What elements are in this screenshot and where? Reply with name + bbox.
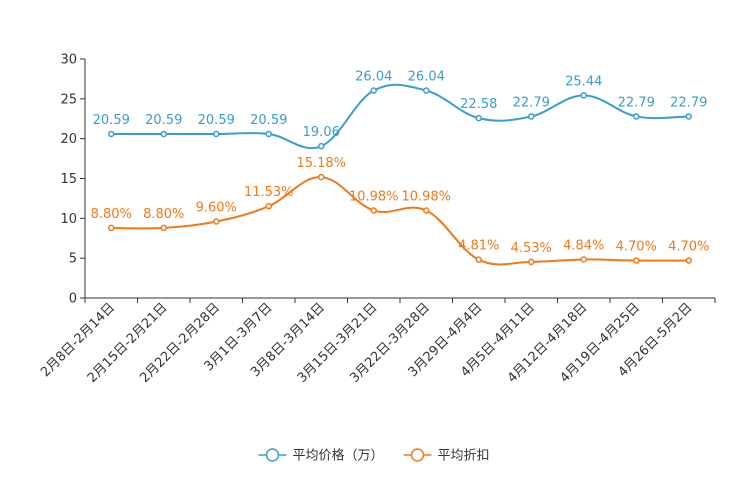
data-label: 22.79 <box>670 95 707 110</box>
data-label: 20.59 <box>198 113 235 128</box>
legend[interactable]: 平均价格（万） 平均折扣 <box>258 448 490 464</box>
data-label: 15.18% <box>296 156 346 171</box>
legend-item-1[interactable]: 平均折扣 <box>403 448 490 464</box>
legend-label: 平均折扣 <box>438 449 490 464</box>
legend-marker-icon <box>265 448 280 462</box>
data-label: 25.44 <box>565 74 602 89</box>
legend-marker-icon <box>410 448 425 462</box>
data-point <box>318 173 325 181</box>
data-point <box>318 142 325 150</box>
data-point <box>108 224 115 232</box>
legend-item-0[interactable]: 平均价格（万） <box>258 448 384 464</box>
data-point <box>370 207 377 214</box>
legend-label: 平均价格（万） <box>293 448 384 464</box>
y-tick-label: 20 <box>60 132 77 147</box>
data-point <box>528 113 535 120</box>
data-label: 4.84% <box>563 238 604 253</box>
y-tick-label: 15 <box>60 172 77 187</box>
data-point <box>633 113 640 120</box>
y-tick-label: 25 <box>60 92 77 107</box>
series-points <box>108 87 692 266</box>
y-tick-label: 10 <box>60 212 77 227</box>
data-label: 22.79 <box>618 95 655 110</box>
data-label: 26.04 <box>408 70 445 85</box>
y-tick-label: 0 <box>69 292 77 307</box>
data-point <box>685 257 692 264</box>
data-point <box>528 258 535 266</box>
data-point <box>685 113 692 120</box>
data-label: 20.59 <box>145 113 182 128</box>
data-point <box>213 218 220 225</box>
data-label: 8.80% <box>91 207 132 222</box>
data-point <box>475 114 482 122</box>
data-point <box>265 202 272 210</box>
data-label: 22.58 <box>460 97 497 112</box>
data-point <box>213 130 220 138</box>
data-point <box>108 130 115 138</box>
data-point <box>475 256 482 263</box>
data-point <box>633 257 640 264</box>
data-label: 19.06 <box>303 125 340 140</box>
data-point <box>370 87 377 94</box>
data-label: 4.81% <box>458 239 499 254</box>
data-label: 22.79 <box>513 95 550 110</box>
data-label: 9.60% <box>196 201 237 216</box>
data-labels: 20.59 20.59 20.59 20.59 19.06 26.04 26.04 22.58… <box>91 70 710 256</box>
data-label: 4.53% <box>511 241 552 256</box>
data-label: 4.70% <box>616 240 657 255</box>
data-point <box>160 224 167 232</box>
data-label: 11.53% <box>244 185 294 200</box>
data-point <box>160 130 167 138</box>
y-tick-label: 30 <box>60 53 77 68</box>
data-label: 10.98% <box>349 190 399 205</box>
data-point <box>265 130 272 138</box>
data-label: 10.98% <box>401 190 451 205</box>
axes: 0510152025302月8日-2月14日2月15日-2月21日2月22日-2… <box>38 53 716 386</box>
data-label: 20.59 <box>250 113 287 128</box>
data-point <box>580 92 587 99</box>
data-point <box>423 87 430 94</box>
data-label: 8.80% <box>143 207 184 222</box>
data-point <box>423 207 430 214</box>
y-tick-label: 5 <box>69 252 77 267</box>
data-label: 20.59 <box>93 113 130 128</box>
data-point <box>580 256 587 263</box>
data-label: 4.70% <box>668 240 709 255</box>
data-label: 26.04 <box>355 70 392 85</box>
